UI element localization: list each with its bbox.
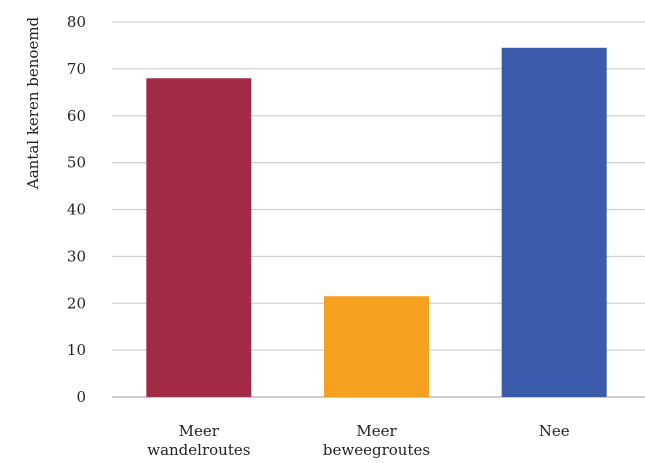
y-tick-label: 0 (76, 388, 86, 406)
y-tick-label: 10 (67, 341, 86, 359)
bar (501, 47, 607, 397)
bars (146, 47, 607, 397)
y-tick-label: 50 (67, 154, 86, 172)
x-category-label-line: Meer (356, 422, 397, 440)
y-tick-label: 80 (67, 13, 86, 31)
y-tick-label: 70 (67, 60, 86, 78)
x-category-label-line: beweegroutes (323, 441, 430, 459)
x-category-label-line: Nee (539, 422, 570, 440)
x-category-label: Nee (539, 422, 570, 440)
x-category-label-line: wandelroutes (147, 441, 250, 459)
x-category-label-line: Meer (179, 422, 220, 440)
x-category-label: Meer wandelroutes (147, 422, 250, 459)
y-tick-label: 20 (67, 294, 86, 312)
y-tick-label: 60 (67, 107, 86, 125)
bar (324, 296, 429, 397)
bar (146, 78, 252, 397)
x-category-label: Meer beweegroutes (323, 422, 430, 459)
y-axis-ticks: 0 10 20 30 40 50 60 70 80 (67, 13, 86, 406)
y-axis-title: Aantal keren benoemd (24, 16, 42, 190)
y-tick-label: 30 (67, 247, 86, 265)
y-tick-label: 40 (67, 201, 86, 219)
